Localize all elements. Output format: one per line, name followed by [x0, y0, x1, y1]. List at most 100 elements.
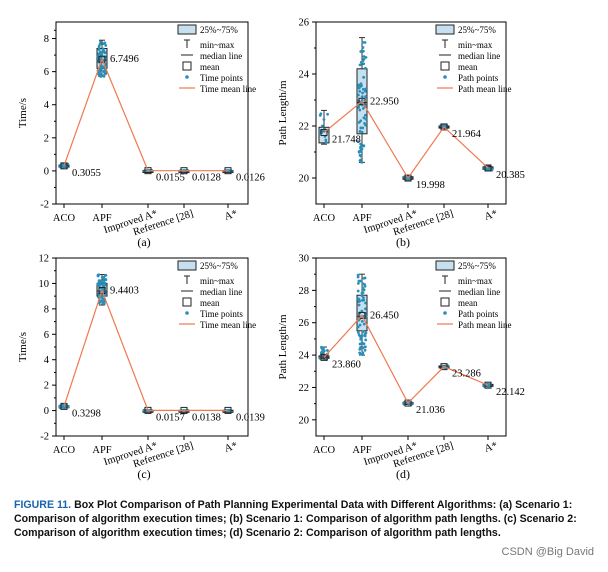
- mean-marker: [358, 311, 366, 319]
- mean-value-label: 19.998: [416, 180, 445, 191]
- y-tick-label: 12: [39, 254, 50, 265]
- data-point: [363, 334, 367, 338]
- data-point: [360, 160, 364, 164]
- legend-label: min~max: [458, 40, 493, 50]
- data-point: [358, 347, 362, 351]
- data-point: [362, 62, 366, 66]
- mean-line: [323, 314, 489, 405]
- data-point: [363, 66, 367, 70]
- legend-label: Time mean line: [200, 84, 256, 94]
- y-tick-label: -2: [40, 432, 49, 443]
- y-tick-label: 0: [44, 166, 49, 177]
- legend-swatch-mean: [440, 297, 450, 307]
- x-tick-label: APF: [352, 445, 371, 456]
- mean-marker: [404, 399, 412, 407]
- data-point: [320, 345, 323, 349]
- y-tick-label: 2: [44, 381, 49, 392]
- x-tick-label: APF: [92, 213, 111, 224]
- data-point: [102, 42, 105, 46]
- data-point: [360, 95, 364, 98]
- legend-label: Time points: [200, 309, 243, 319]
- legend-label: Path mean line: [458, 320, 512, 330]
- data-point: [104, 43, 108, 47]
- data-point: [99, 68, 102, 72]
- data-point: [326, 349, 329, 352]
- mean-marker: [320, 353, 328, 361]
- data-point: [363, 41, 367, 44]
- mean-value-label: 26.450: [370, 310, 399, 321]
- panel-label: (a): [137, 235, 150, 249]
- y-tick-label: 24: [299, 70, 310, 81]
- data-point: [100, 51, 104, 54]
- legend-label: min~max: [200, 40, 235, 50]
- data-point: [361, 107, 365, 110]
- data-point: [363, 113, 367, 117]
- data-point: [99, 280, 103, 284]
- legend-label: mean: [200, 62, 220, 72]
- mean-marker: [60, 402, 68, 410]
- data-point: [363, 284, 367, 288]
- legend-swatch-box: [435, 24, 455, 35]
- data-point: [103, 70, 107, 74]
- data-point: [97, 52, 101, 56]
- data-point: [361, 126, 365, 130]
- data-point: [359, 352, 363, 356]
- panel-label: (b): [396, 235, 410, 249]
- legend-label: mean: [458, 298, 478, 308]
- data-point: [358, 108, 362, 112]
- x-tick-label: ACO: [313, 445, 336, 456]
- data-point: [358, 63, 362, 67]
- legend-label: median line: [200, 51, 242, 61]
- legend-swatch-box: [435, 260, 455, 271]
- y-tick-label: 10: [39, 279, 50, 290]
- data-point: [322, 118, 326, 121]
- mean-marker: [98, 55, 106, 63]
- data-point: [362, 55, 366, 58]
- panel-label: (c): [137, 467, 150, 481]
- data-point: [361, 296, 365, 300]
- legend-label: mean: [200, 298, 220, 308]
- y-tick-label: 6: [44, 330, 49, 341]
- mean-value-label: 0.0138: [192, 412, 221, 423]
- data-point: [102, 275, 106, 279]
- mean-value-label: 21.036: [416, 405, 445, 416]
- data-point: [362, 298, 366, 302]
- mean-marker: [440, 123, 448, 131]
- y-tick-label: 22: [299, 383, 310, 394]
- legend-swatch-points: [443, 311, 447, 315]
- y-tick-label: 8: [44, 304, 49, 315]
- data-point: [358, 153, 362, 157]
- mean-value-label: 0.0157: [156, 412, 185, 423]
- mean-value-label: 22.950: [370, 96, 399, 107]
- x-tick-label: A*: [223, 440, 239, 454]
- plot-frame: [315, 257, 507, 437]
- data-point: [359, 142, 363, 146]
- mean-value-label: 0.0126: [236, 173, 265, 184]
- data-point: [360, 341, 364, 345]
- y-tick-label: 4: [44, 100, 50, 111]
- data-point: [358, 130, 362, 133]
- mean-value-label: 0.0155: [156, 173, 185, 184]
- legend-label: min~max: [458, 276, 493, 286]
- data-point: [361, 282, 365, 286]
- data-point: [361, 49, 365, 53]
- data-point: [361, 87, 365, 91]
- legend-swatch-mean: [182, 61, 192, 71]
- y-tick-label: 22: [299, 122, 310, 133]
- legend-label: Path mean line: [458, 84, 512, 94]
- mean-marker: [320, 129, 328, 137]
- legend-label: 25%~75%: [458, 25, 496, 35]
- data-point: [361, 46, 365, 49]
- data-point: [363, 348, 367, 352]
- data-point: [320, 124, 324, 128]
- mean-marker: [440, 363, 448, 371]
- legend-label: median line: [458, 51, 500, 61]
- data-point: [356, 281, 360, 285]
- data-point: [357, 84, 360, 87]
- data-point: [97, 72, 100, 75]
